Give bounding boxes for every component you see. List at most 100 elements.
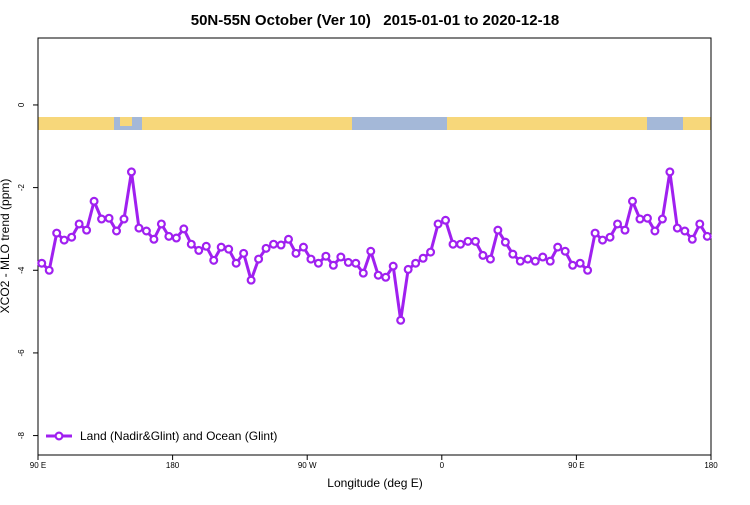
data-point (328, 260, 338, 270)
y-tick-label: -2 (17, 184, 26, 192)
land-band (120, 117, 132, 126)
data-point (239, 248, 249, 258)
y-axis-label: XCO2 - MLO trend (ppm) (0, 179, 12, 314)
data-point (418, 253, 428, 263)
data-point (201, 241, 211, 251)
data-point (470, 236, 480, 246)
data-point (381, 272, 391, 282)
x-tick-label: 180 (704, 461, 718, 470)
data-point (665, 167, 675, 177)
y-tick-label: 0 (17, 102, 26, 107)
data-point (657, 214, 667, 224)
data-point (358, 268, 368, 278)
data-point (523, 254, 533, 264)
data-point (126, 167, 136, 177)
data-point (246, 275, 256, 285)
data-point (306, 254, 316, 264)
y-tick-label: -8 (17, 431, 26, 439)
data-point (388, 261, 398, 271)
data-point (478, 250, 488, 260)
data-point (702, 231, 712, 241)
land-band (142, 117, 352, 130)
data-point (141, 226, 151, 236)
data-point (82, 225, 92, 235)
data-point (620, 225, 630, 235)
data-point (269, 239, 279, 249)
data-point (538, 252, 548, 262)
data-point (680, 226, 690, 236)
data-point (52, 228, 62, 238)
data-point (605, 232, 615, 242)
data-point (590, 228, 600, 238)
land-band (447, 117, 647, 130)
data-point (493, 225, 503, 235)
data-point (485, 254, 495, 264)
data-point (500, 237, 510, 247)
data-point (455, 239, 465, 249)
data-point (366, 246, 376, 256)
data-point (515, 256, 525, 266)
data-point (276, 240, 286, 250)
x-tick-label: 90 E (568, 461, 584, 470)
data-point (545, 256, 555, 266)
data-point (313, 258, 323, 268)
data-point (231, 258, 241, 268)
chart-title: 50N-55N October (Ver 10) 2015-01-01 to 2… (191, 12, 560, 29)
data-point (672, 223, 682, 233)
x-tick-label: 90 W (298, 461, 317, 470)
data-point (373, 270, 383, 280)
data-point (171, 233, 181, 243)
data-point (553, 242, 563, 252)
data-point (583, 265, 593, 275)
data-point (149, 234, 159, 244)
data-point (284, 234, 294, 244)
data-point (194, 245, 204, 255)
data-point (164, 231, 174, 241)
y-tick-label: -4 (17, 266, 26, 274)
data-point (89, 196, 99, 206)
data-point (403, 264, 413, 274)
data-point (59, 235, 69, 245)
data-point (530, 256, 540, 266)
data-point (209, 255, 219, 265)
x-axis-label: Longitude (deg E) (327, 476, 422, 490)
data-point (508, 249, 518, 259)
data-point (224, 244, 234, 254)
data-point (261, 243, 271, 253)
data-point (598, 235, 608, 245)
data-point (448, 239, 458, 249)
data-point (396, 315, 406, 325)
x-tick-label: 180 (166, 461, 180, 470)
data-point (433, 219, 443, 229)
data-point (216, 242, 226, 252)
data-point (291, 248, 301, 258)
data-point (343, 257, 353, 267)
data-point (298, 242, 308, 252)
x-tick-label: 90 E (30, 461, 46, 470)
data-point (254, 254, 264, 264)
plot-frame (37, 37, 712, 456)
data-point (44, 265, 54, 275)
data-point (575, 258, 585, 268)
land-ocean-strip (38, 117, 711, 130)
land-band (683, 117, 711, 130)
data-point (186, 239, 196, 249)
data-point (650, 226, 660, 236)
data-point (613, 219, 623, 229)
data-point (635, 214, 645, 224)
x-tick-label: 0 (440, 461, 445, 470)
data-point (134, 223, 144, 233)
data-point (695, 219, 705, 229)
legend-marker (54, 431, 64, 441)
land-band (38, 117, 114, 130)
data-point (336, 252, 346, 262)
data-point (104, 213, 114, 223)
data-point (156, 219, 166, 229)
data-point (463, 236, 473, 246)
data-point (351, 258, 361, 268)
y-tick-label: -6 (17, 349, 26, 357)
data-point (321, 251, 331, 261)
data-point (119, 214, 129, 224)
data-point (411, 258, 421, 268)
